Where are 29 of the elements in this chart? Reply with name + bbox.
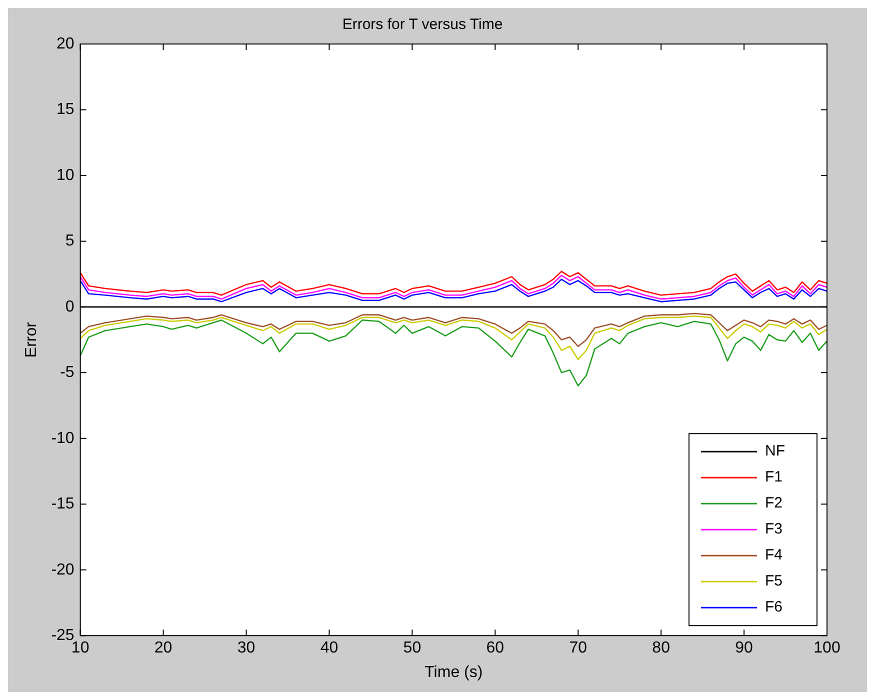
legend-label: F2 [765, 494, 783, 512]
y-tick-label: 20 [56, 35, 74, 52]
y-tick-label: 0 [65, 298, 74, 316]
x-tick-label: 40 [320, 640, 338, 657]
x-tick-label: 60 [486, 640, 504, 657]
x-tick-label: 30 [237, 640, 256, 657]
x-tick-label: 90 [735, 640, 754, 657]
y-tick-label: -10 [51, 430, 74, 447]
y-tick-label: -25 [51, 627, 74, 644]
legend-label: F6 [765, 598, 783, 616]
legend-label: F1 [765, 468, 783, 486]
x-tick-label: 80 [652, 640, 670, 657]
legend-label: F3 [765, 520, 783, 538]
y-tick-label: 15 [56, 101, 74, 118]
y-tick-label: 5 [65, 232, 74, 250]
x-tick-label: 100 [814, 640, 840, 657]
x-tick-label: 20 [154, 640, 172, 657]
y-tick-label: 10 [56, 166, 74, 184]
y-tick-label: -15 [51, 496, 74, 513]
y-tick-label: -5 [60, 364, 74, 382]
x-tick-label: 50 [403, 640, 422, 657]
y-axis-title: Error [23, 321, 40, 358]
legend-label: F4 [765, 546, 783, 564]
legend-label: NF [765, 442, 785, 460]
chart-title: Errors for T versus Time [342, 16, 503, 34]
x-axis-title: Time (s) [424, 664, 483, 681]
y-tick-label: -20 [51, 561, 74, 578]
legend-label: F5 [765, 572, 783, 590]
x-tick-label: 70 [569, 640, 588, 657]
